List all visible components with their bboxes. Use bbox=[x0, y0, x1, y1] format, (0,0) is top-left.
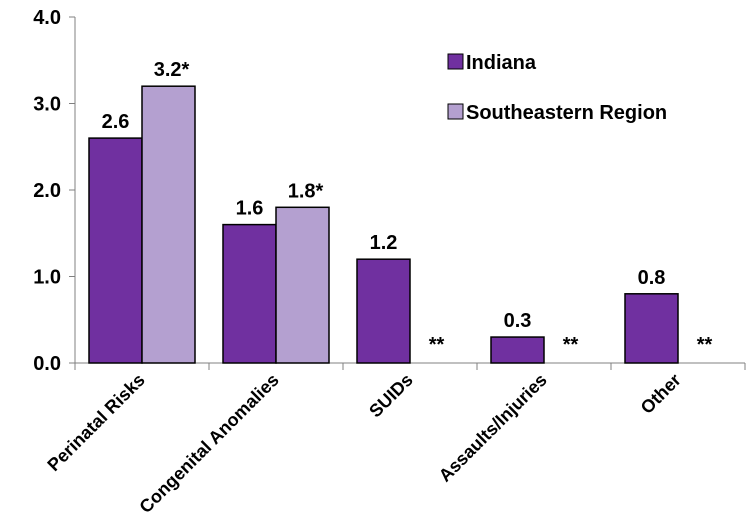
bar-southeastern-region bbox=[275, 206, 330, 364]
category-label: SUIDs bbox=[365, 370, 417, 422]
suppressed-marker: ** bbox=[697, 334, 713, 356]
y-tick-label: 4.0 bbox=[33, 7, 61, 29]
x-axis bbox=[74, 362, 746, 370]
category-label: Perinatal Risks bbox=[43, 370, 148, 475]
bars bbox=[88, 85, 679, 364]
bar-indiana bbox=[490, 336, 545, 364]
data-label: 1.6 bbox=[236, 198, 264, 220]
data-label: 0.8 bbox=[638, 267, 666, 289]
legend-swatch-southeastern-region bbox=[447, 103, 464, 120]
y-tick-label: 1.0 bbox=[33, 267, 61, 289]
suppressed-marker: ** bbox=[563, 334, 579, 356]
bar-indiana bbox=[222, 223, 277, 364]
data-label: 1.8* bbox=[288, 180, 324, 202]
bar-indiana bbox=[624, 293, 679, 364]
y-tick-label: 3.0 bbox=[33, 94, 61, 116]
legend: Indiana Southeastern Region bbox=[447, 52, 667, 124]
data-label: 0.3 bbox=[504, 310, 532, 332]
legend-swatch-indiana bbox=[447, 53, 464, 70]
suppressed-marker: ** bbox=[429, 334, 445, 356]
category-label: Assaults/Injuries bbox=[435, 370, 551, 486]
legend-label: Indiana bbox=[466, 52, 537, 74]
legend-label: Southeastern Region bbox=[466, 102, 667, 124]
data-label: 2.6 bbox=[102, 111, 130, 133]
bar-southeastern-region bbox=[141, 85, 196, 364]
y-tick-label: 2.0 bbox=[33, 180, 61, 202]
data-labels: 2.6 3.2* 1.6 1.8* 1.2 ** 0.3 ** 0.8 ** bbox=[102, 59, 713, 356]
y-tick-label: 0.0 bbox=[33, 353, 61, 375]
bar-indiana bbox=[356, 258, 411, 364]
category-label: Other bbox=[637, 370, 685, 418]
category-label: Congenital Anomalies bbox=[135, 370, 282, 515]
bar-indiana bbox=[88, 137, 143, 364]
y-axis: 0.0 1.0 2.0 3.0 4.0 bbox=[33, 7, 76, 375]
data-label: 1.2 bbox=[370, 232, 398, 254]
title-fragment bbox=[95, 0, 655, 4]
data-label: 3.2* bbox=[154, 59, 190, 81]
